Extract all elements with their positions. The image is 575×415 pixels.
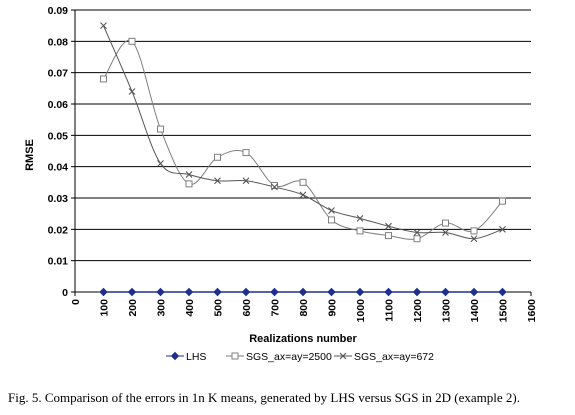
- data-point: [242, 149, 250, 157]
- data-point: [442, 229, 449, 236]
- legend-label: SGS_ax=ay=672: [354, 351, 434, 363]
- series-markers: [99, 22, 507, 297]
- y-tick-label: 0.04: [48, 162, 69, 174]
- data-point: [299, 178, 307, 186]
- data-point: [185, 171, 193, 178]
- data-point: [328, 207, 335, 214]
- x-tick-label: 1100: [384, 299, 396, 322]
- data-point: [412, 287, 422, 297]
- y-tick-label: 0.03: [48, 193, 69, 205]
- y-tick-label: 0: [62, 287, 68, 299]
- data-point: [441, 287, 450, 297]
- x-tick-label: 1500: [498, 299, 510, 323]
- legend-marker: [339, 352, 347, 360]
- series-lines: [103, 25, 503, 293]
- data-point: [214, 177, 221, 185]
- data-point: [100, 22, 107, 30]
- grid-lines: [75, 9, 531, 262]
- data-point: [498, 287, 507, 297]
- axes: [71, 9, 532, 296]
- y-tick-label: 0.06: [48, 99, 69, 111]
- data-point: [128, 37, 136, 45]
- x-tick-label: 800: [298, 299, 310, 317]
- y-tick-labels: 0 0.01 0.02 0.03 0.04 0.05 0.06 0.07 0.08 0.09: [48, 5, 69, 299]
- x-tick-label: 400: [184, 299, 196, 317]
- data-point: [499, 225, 506, 233]
- x-tick-label: 600: [241, 299, 253, 317]
- data-point: [271, 183, 278, 191]
- y-tick-label: 0.08: [48, 36, 69, 48]
- data-point: [470, 227, 478, 235]
- data-point: [242, 177, 250, 185]
- x-tick-label: 1400: [469, 299, 481, 323]
- x-axis-title: Realizations number: [249, 333, 357, 345]
- series-line-1: [103, 39, 503, 240]
- data-point: [355, 287, 365, 297]
- x-tick-label: 700: [270, 299, 282, 317]
- data-point: [127, 287, 137, 297]
- y-axis-title: RMSE: [24, 139, 36, 171]
- data-point: [157, 125, 164, 133]
- x-tick-label: 100: [99, 299, 111, 317]
- data-point: [271, 181, 278, 189]
- figure-caption: Fig. 5. Comparison of the errors in 1n K…: [8, 390, 520, 405]
- data-point: [413, 229, 421, 236]
- data-point: [470, 235, 478, 243]
- data-point: [99, 287, 108, 297]
- x-tick-label: 500: [213, 299, 225, 317]
- data-point: [384, 287, 393, 297]
- x-tick-label: 300: [156, 299, 168, 317]
- legend-label: LHS: [186, 351, 206, 363]
- data-point: [270, 287, 279, 297]
- legend-marker: [170, 351, 180, 361]
- legend: LHS SGS_ax=ay=2500 SGS_ax=ay=672: [166, 351, 434, 363]
- data-point: [157, 160, 164, 167]
- data-point: [100, 75, 107, 83]
- y-tick-label: 0.09: [48, 5, 69, 17]
- data-point: [299, 191, 307, 199]
- data-point: [327, 287, 336, 297]
- data-point: [156, 287, 165, 297]
- x-tick-label: 200: [127, 299, 139, 317]
- data-point: [241, 287, 251, 297]
- y-tick-label: 0.02: [48, 224, 69, 236]
- y-tick-label: 0.01: [48, 256, 69, 268]
- data-point: [469, 287, 479, 297]
- x-tick-label: 1200: [412, 299, 424, 323]
- legend-label: SGS_ax=ay=2500: [246, 351, 332, 363]
- y-tick-label: 0.05: [48, 130, 69, 142]
- x-tick-label: 1600: [526, 299, 538, 323]
- x-tick-labels: 0 100 200 300 400 500 600 700 800 900 1000 1100 1200…: [70, 299, 538, 323]
- data-point: [499, 197, 506, 205]
- data-point: [298, 287, 308, 297]
- data-point: [185, 180, 193, 188]
- data-point: [356, 214, 364, 222]
- data-point: [442, 219, 449, 227]
- data-point: [214, 153, 221, 161]
- x-tick-label: 1000: [355, 299, 367, 323]
- data-point: [413, 235, 421, 243]
- legend-marker: [231, 352, 239, 360]
- data-point: [385, 232, 392, 240]
- x-tick-label: 900: [327, 299, 339, 317]
- data-point: [385, 222, 392, 230]
- x-tick-label: 0: [70, 299, 82, 305]
- data-point: [213, 287, 222, 297]
- data-point: [128, 88, 136, 95]
- x-tick-label: 1300: [441, 299, 453, 323]
- y-tick-label: 0.07: [48, 68, 69, 80]
- data-point: [356, 227, 364, 235]
- data-point: [184, 287, 194, 297]
- data-point: [328, 216, 335, 224]
